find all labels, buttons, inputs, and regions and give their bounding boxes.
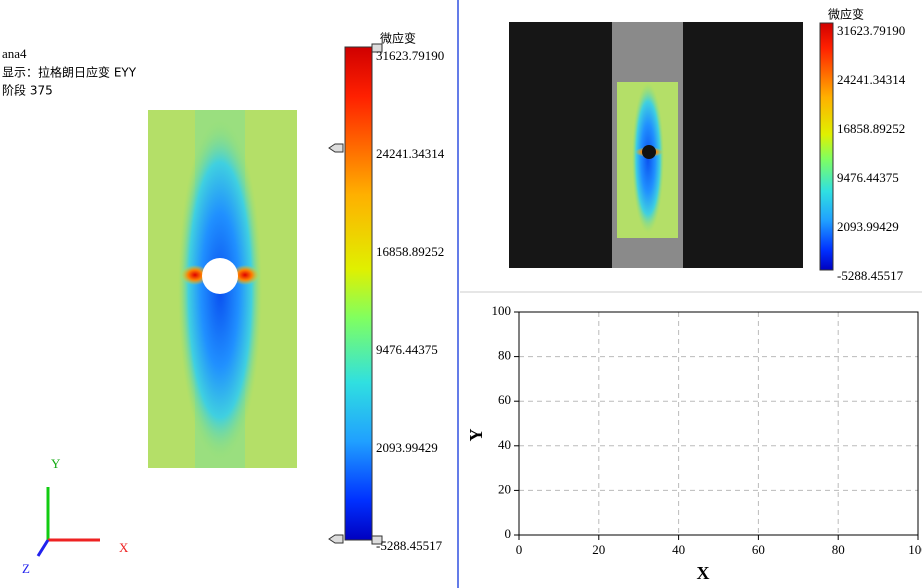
x-tick-label: 80 [832, 542, 845, 557]
hole [642, 145, 656, 159]
right-view: 微应变 31623.79190 24241.34314 16858.89252 947… [509, 7, 906, 283]
axis-label: Z [22, 561, 30, 576]
y-tick-label: 20 [498, 481, 511, 496]
x-axis-label: X [697, 563, 710, 583]
colorbar [819, 22, 834, 271]
info-line: 显示：拉格朗日应变 EYY [2, 65, 137, 80]
plot-frame [518, 311, 919, 536]
y-tick-label: 40 [498, 437, 511, 452]
colorbar-label: 16858.89252 [376, 244, 444, 259]
colorbar-label: 9476.44375 [376, 342, 438, 357]
colorbar-label: 31623.79190 [837, 23, 905, 38]
y-tick-label: 80 [498, 348, 511, 363]
strain-peak [231, 265, 259, 285]
axis-label: Y [51, 456, 61, 471]
axis-label: X [119, 540, 129, 555]
info-line: 阶段 375 [2, 83, 53, 98]
x-tick-label: 40 [672, 542, 685, 557]
colorbar-label: 9476.44375 [837, 170, 899, 185]
hole [202, 258, 238, 294]
y-tick-label: 100 [492, 303, 512, 318]
colorbar-label: 2093.99429 [376, 440, 438, 455]
x-tick-label: 20 [592, 542, 605, 557]
colorbar-label: 24241.34314 [376, 146, 445, 161]
y-axis-label: Y [466, 429, 486, 442]
axis-z [36, 539, 50, 557]
colorbar-label: 31623.79190 [376, 48, 444, 63]
colorbar-label: -5288.45517 [837, 268, 904, 283]
colorbar-label: 16858.89252 [837, 121, 905, 136]
colorbar [344, 46, 373, 541]
x-tick-label: 0 [516, 542, 523, 557]
left-view: ana4 显示：拉格朗日应变 EYY 阶段 375 微应变 31623.7919… [2, 31, 445, 576]
x-tick-label: 100 [908, 542, 922, 557]
info-line: ana4 [2, 46, 27, 61]
strain-peak [181, 265, 209, 285]
x-tick-label: 60 [752, 542, 765, 557]
slider-handle[interactable] [371, 535, 383, 545]
colorbar-label: 24241.34314 [837, 72, 906, 87]
colorbar-title: 微应变 [828, 7, 864, 22]
slider-handle[interactable] [371, 43, 383, 53]
slider-handle[interactable] [328, 534, 344, 544]
y-tick-label: 60 [498, 392, 511, 407]
y-tick-label: 0 [505, 526, 512, 541]
chart: X Y 0 20 40 60 80 100 0 20 40 60 80 100 [466, 303, 922, 583]
colorbar-title: 微应变 [380, 31, 416, 46]
slider-handle[interactable] [328, 143, 344, 153]
colorbar-label: 2093.99429 [837, 219, 899, 234]
colorbar-label: -5288.45517 [376, 538, 443, 553]
